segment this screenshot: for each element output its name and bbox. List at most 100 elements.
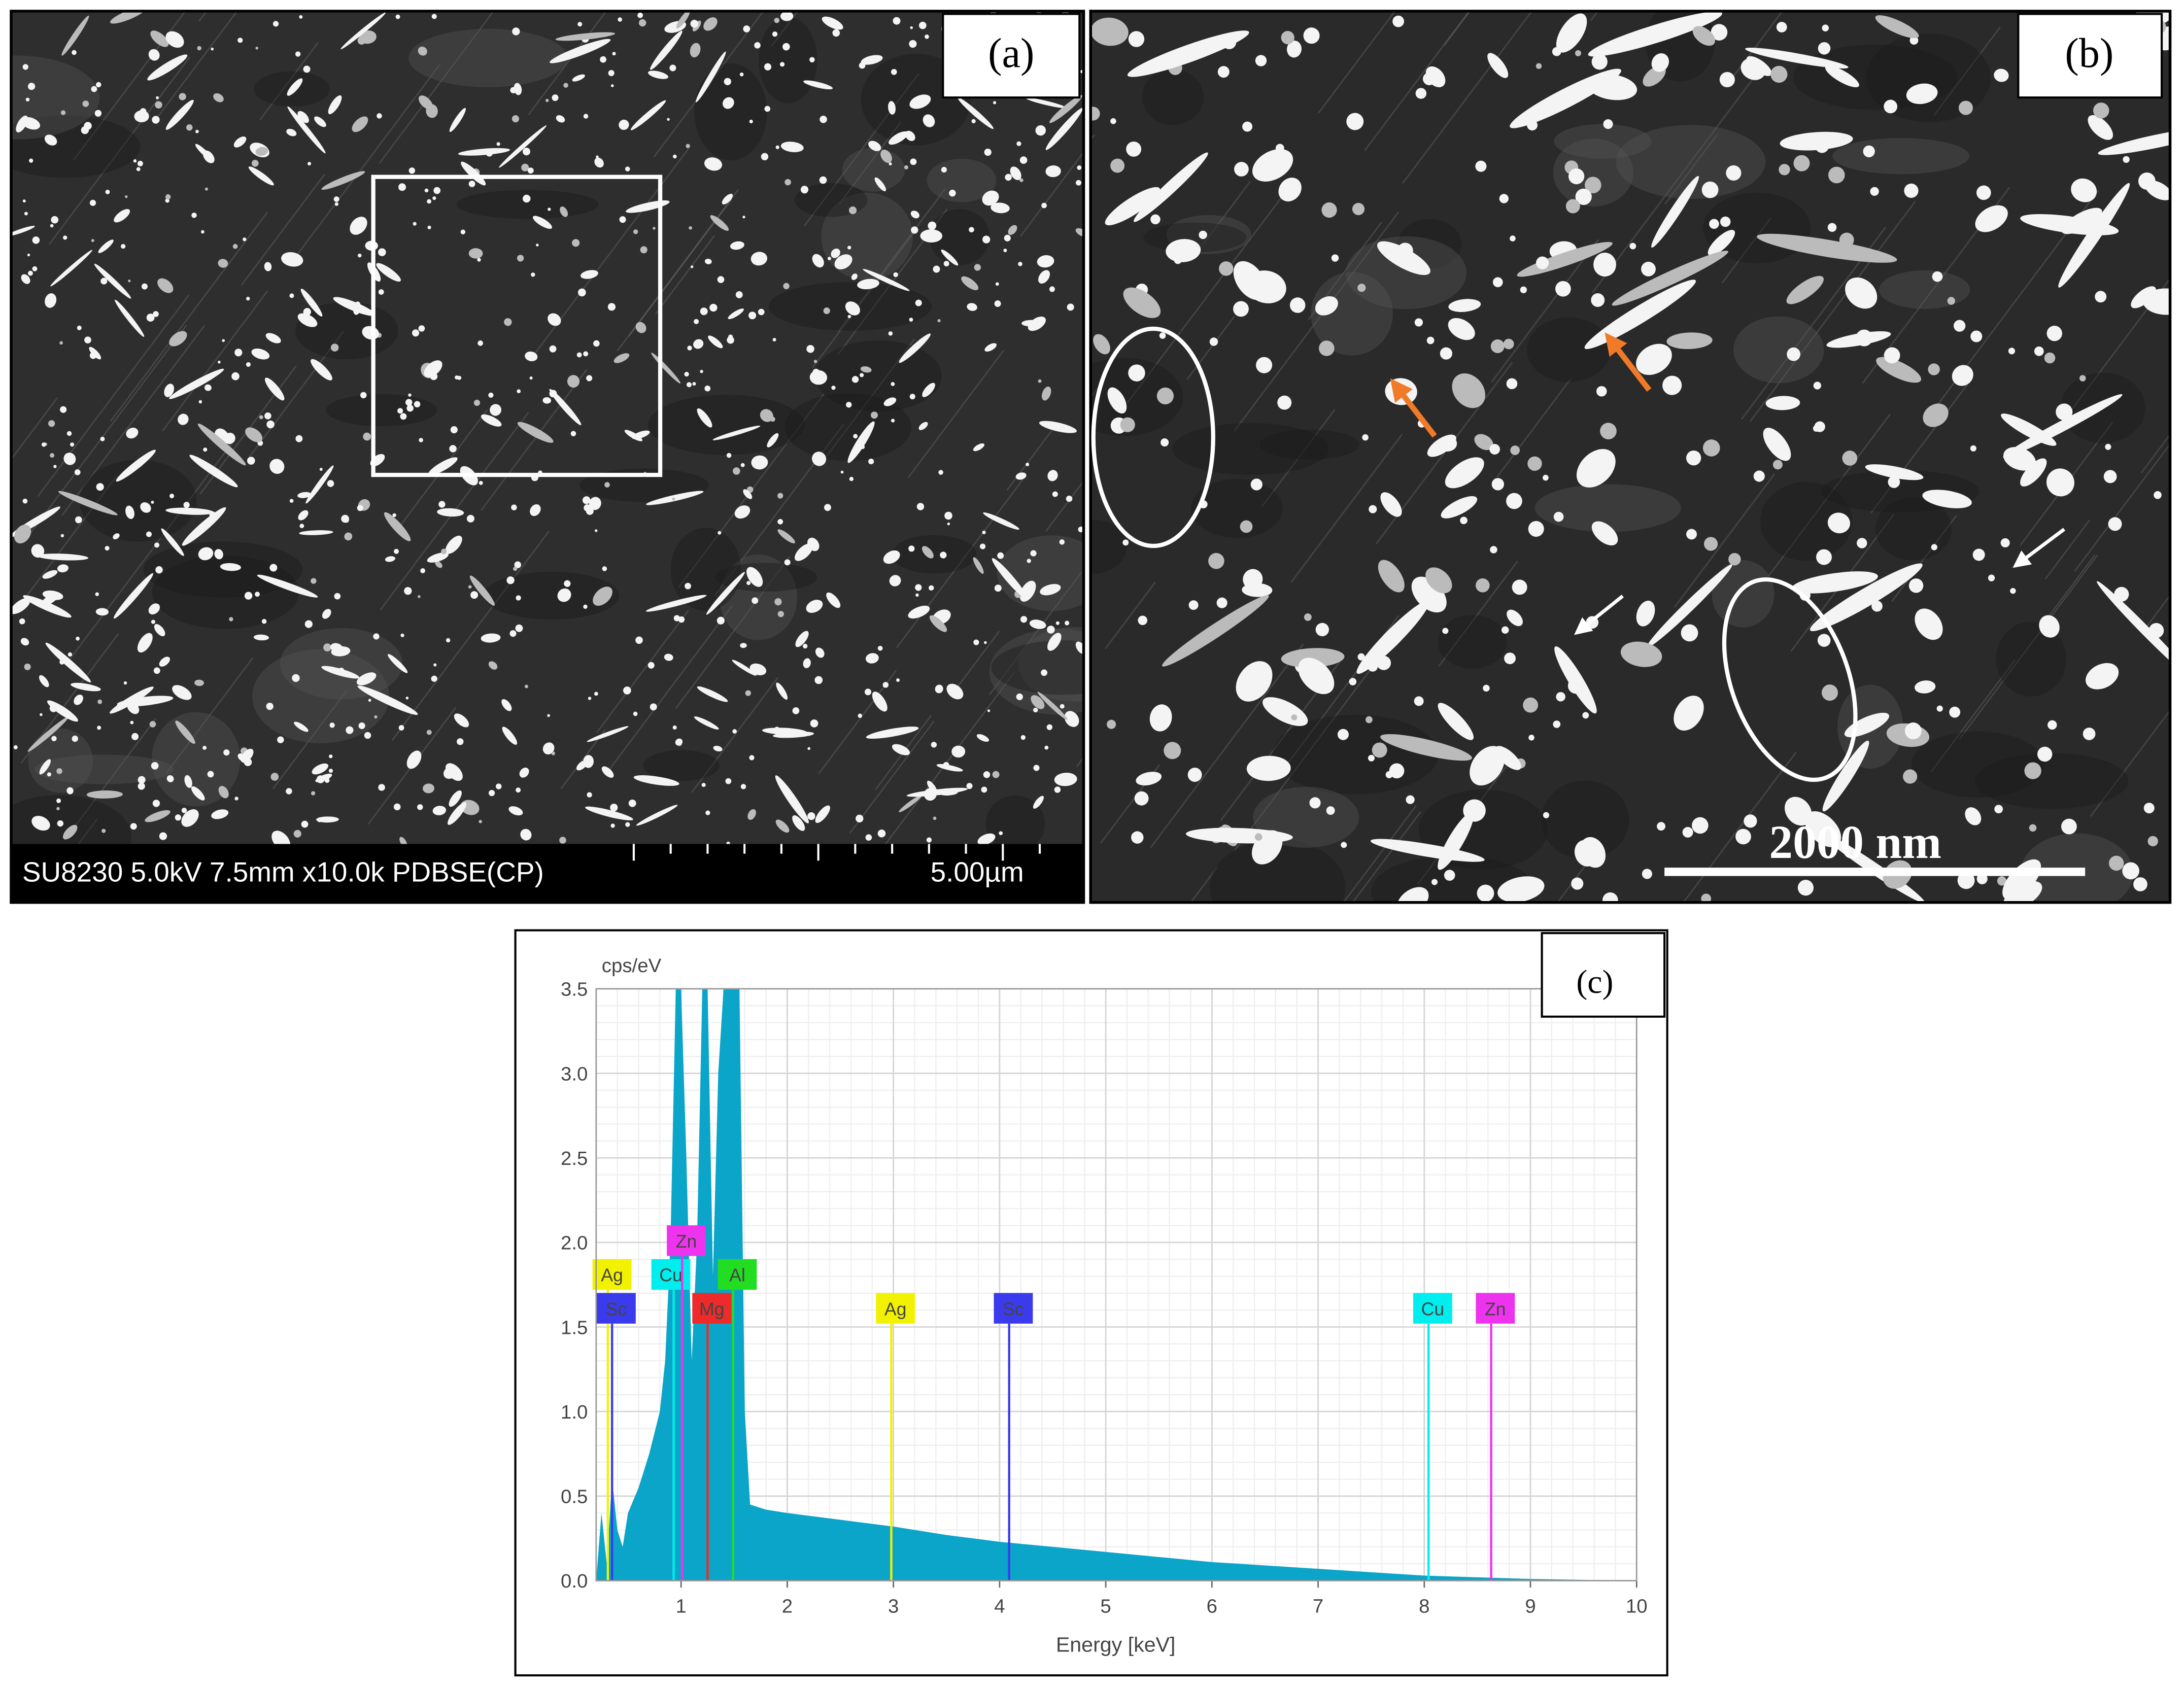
particle <box>946 683 964 700</box>
particle <box>1726 165 1742 181</box>
particle <box>1884 347 1900 364</box>
particle <box>1020 616 1028 623</box>
particle <box>933 265 940 273</box>
particle <box>863 269 910 291</box>
shade <box>1311 271 1393 356</box>
particle <box>618 17 623 22</box>
particle <box>604 482 610 488</box>
particle <box>172 685 192 700</box>
particle <box>184 775 192 788</box>
particle <box>1535 63 1542 69</box>
particle <box>67 652 73 657</box>
particle <box>696 51 726 102</box>
particle <box>2093 102 2109 119</box>
particle <box>749 119 753 124</box>
particle <box>1380 734 1472 761</box>
particle <box>1483 684 1490 692</box>
streak <box>241 174 326 286</box>
particle <box>548 208 551 211</box>
particle <box>2086 663 2119 689</box>
particle <box>1787 347 1800 361</box>
particle <box>856 814 864 823</box>
particle <box>253 634 269 641</box>
particle <box>134 110 149 123</box>
streak <box>605 605 733 774</box>
highlight-ellipse <box>1091 326 1215 548</box>
streak <box>2046 554 2096 619</box>
particle <box>22 199 26 203</box>
particle <box>891 382 895 386</box>
particle <box>1067 303 1074 311</box>
particle <box>782 43 790 51</box>
y-tick-label: 1.0 <box>561 1401 588 1423</box>
element-label: Ag <box>601 1265 623 1286</box>
particle <box>169 331 187 347</box>
particle <box>1289 297 1306 313</box>
particle <box>22 498 28 504</box>
particle <box>758 308 765 316</box>
particle <box>1162 595 1269 667</box>
particle <box>327 480 334 487</box>
particle <box>161 528 184 556</box>
particle <box>748 312 757 320</box>
particle <box>1928 363 1940 375</box>
particle <box>1356 600 1429 674</box>
particle <box>373 633 380 640</box>
particle <box>777 529 795 543</box>
particle <box>1217 66 1230 78</box>
y-tick-label: 2.5 <box>561 1148 588 1169</box>
shade <box>1191 478 1283 538</box>
particle <box>800 186 809 194</box>
particle <box>2003 881 2042 901</box>
particle <box>1587 74 1637 100</box>
particle <box>635 322 646 333</box>
particle <box>1555 281 1571 297</box>
particle <box>1909 36 1919 45</box>
particle <box>477 258 481 262</box>
particle <box>1770 65 1788 83</box>
particle <box>1875 15 1919 39</box>
particle <box>874 177 886 191</box>
x-tick-label: 1 <box>676 1596 687 1617</box>
particle <box>672 497 675 501</box>
particle <box>891 419 895 423</box>
particle <box>140 502 151 513</box>
particle <box>378 289 384 295</box>
particle <box>155 566 163 574</box>
particle <box>1452 373 1485 408</box>
particle <box>1319 340 1335 356</box>
particle <box>218 360 221 364</box>
particle <box>995 282 999 286</box>
particle <box>708 335 723 349</box>
particle <box>1123 287 1161 318</box>
particle <box>764 63 772 71</box>
streak <box>1674 473 1776 608</box>
arrow <box>1390 378 1437 438</box>
particle <box>413 222 417 226</box>
particle <box>583 114 589 119</box>
particle <box>2105 443 2111 450</box>
particle <box>1949 706 1961 718</box>
particle <box>938 470 943 475</box>
particle <box>297 492 312 498</box>
particle <box>264 412 271 420</box>
particle <box>1303 27 1320 44</box>
particle <box>166 66 171 72</box>
particle <box>75 516 82 524</box>
streak <box>1020 153 1082 237</box>
particle <box>121 244 126 249</box>
particle <box>508 806 523 816</box>
particle <box>780 142 804 152</box>
particle <box>19 618 25 625</box>
particle <box>56 798 61 803</box>
shade <box>794 183 868 217</box>
particle <box>1497 876 1545 901</box>
particle <box>1039 421 1077 433</box>
particle <box>202 745 207 750</box>
particle <box>1331 254 1339 262</box>
particle <box>1681 624 1698 642</box>
particle <box>1603 119 1613 129</box>
particle <box>851 376 859 383</box>
particle <box>717 276 725 283</box>
particle <box>1107 719 1116 729</box>
